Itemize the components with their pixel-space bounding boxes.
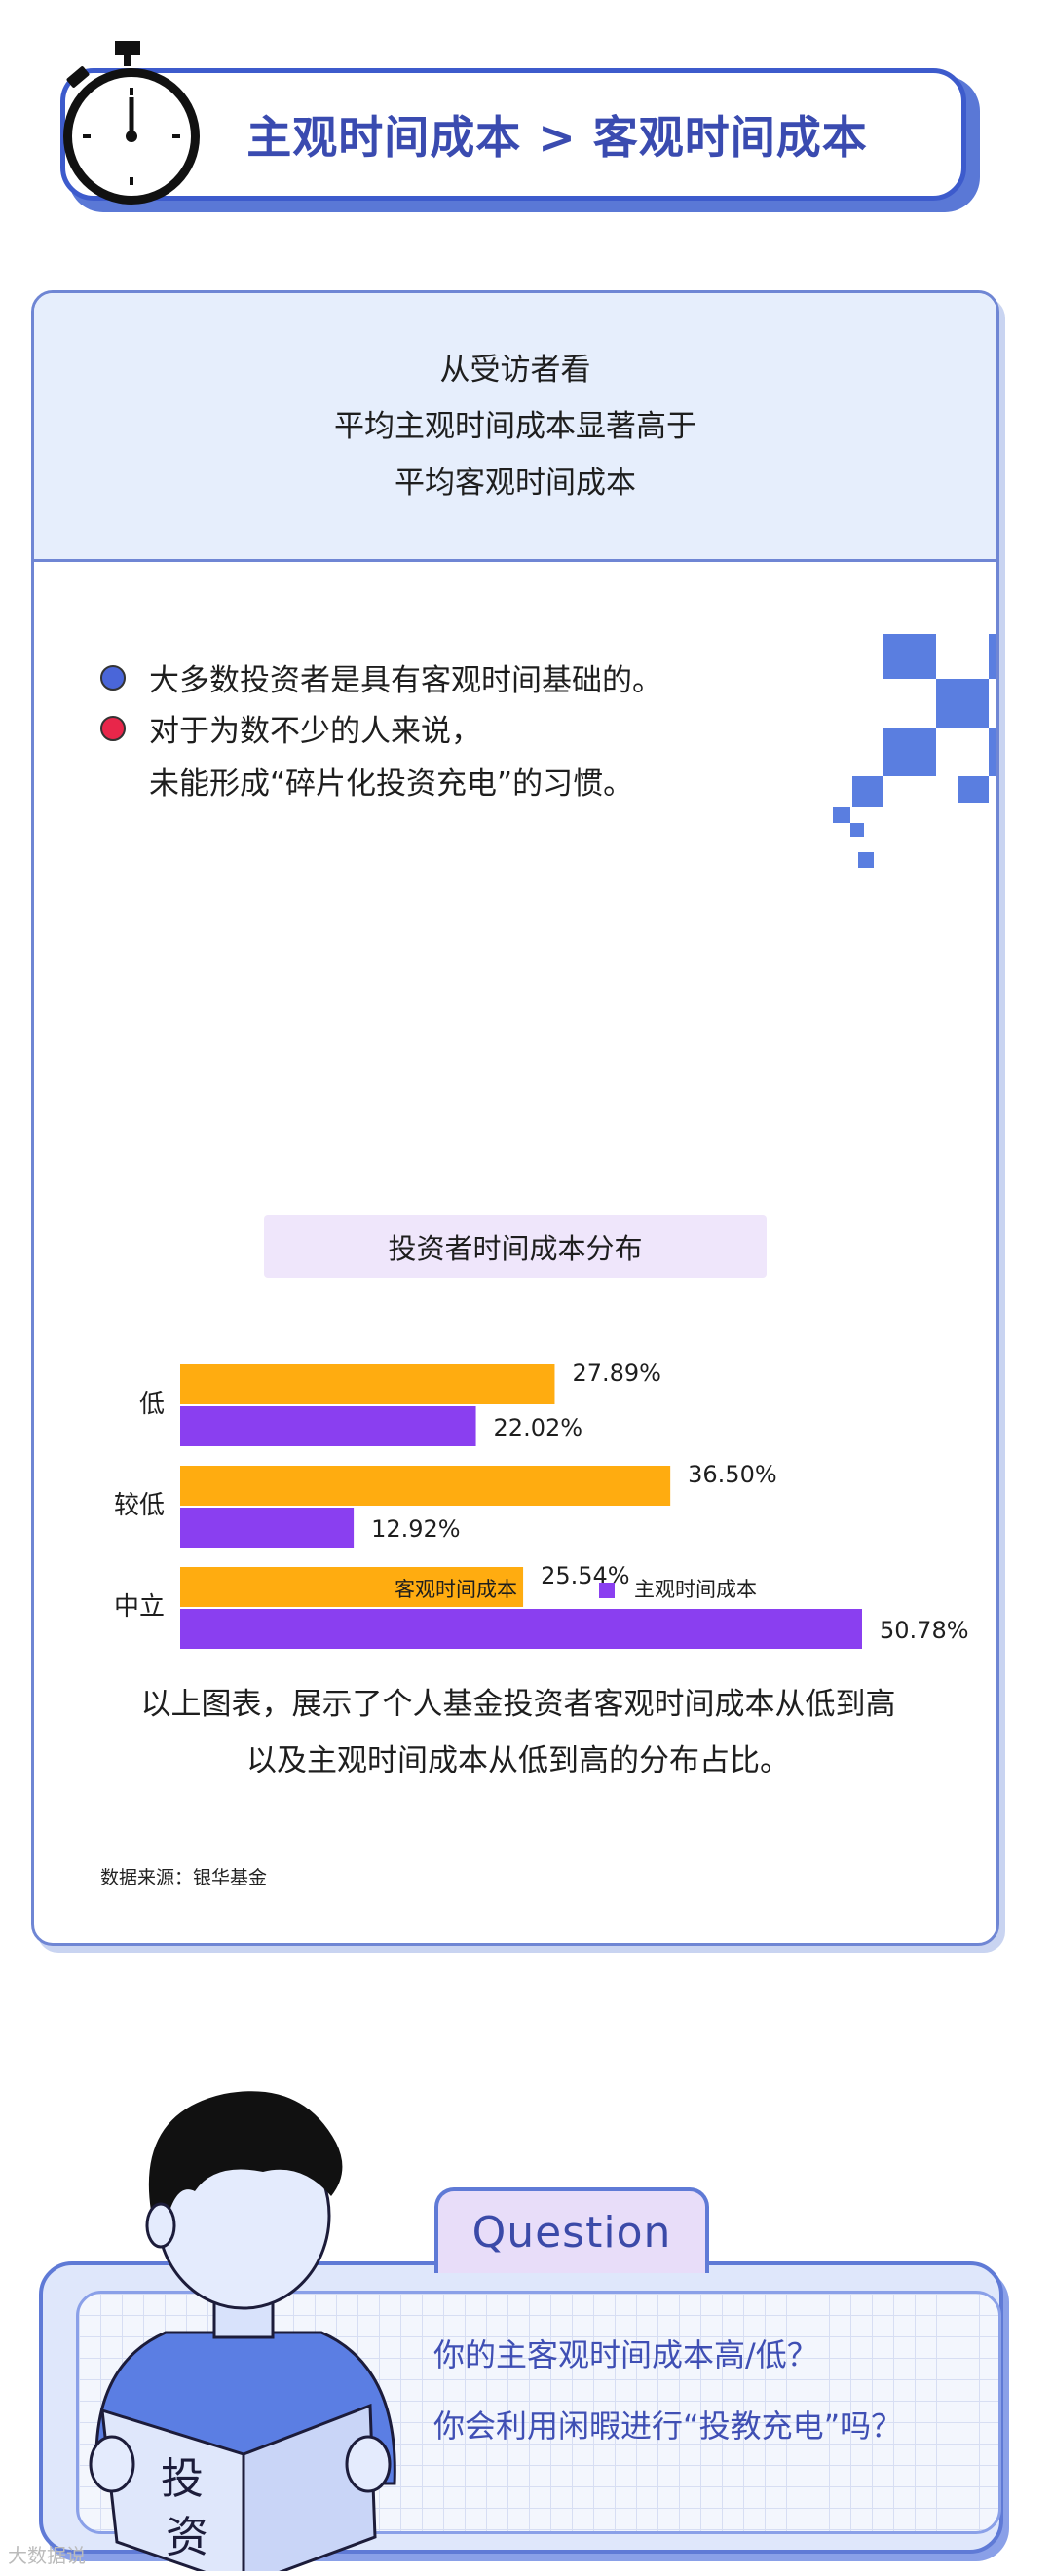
- heading-line-3: 平均客观时间成本: [394, 465, 636, 501]
- category-label: 较低: [114, 1491, 165, 1520]
- deco-square: [833, 807, 850, 823]
- deco-square: [989, 728, 996, 776]
- watermark: 大数据说: [8, 2544, 86, 2567]
- question-line-1: 你的主客观时间成本高/低？: [433, 2336, 818, 2373]
- reader-illustration: 投 资: [89, 2091, 396, 2571]
- deco-square: [852, 776, 883, 807]
- page-title: 主观时间成本 > 客观时间成本: [246, 111, 868, 164]
- info-card: 从受访者看 平均主观时间成本显著高于 平均客观时间成本 大多数投资者是具有客观时…: [31, 290, 999, 1946]
- deco-square: [883, 728, 936, 776]
- question-line-2: 你会利用闲暇进行“投教充电”吗？: [433, 2408, 903, 2445]
- bar-objective: [180, 1466, 671, 1506]
- bullet-item-1: 大多数投资者是具有客观时间基础的。: [100, 655, 662, 699]
- bullet-text-1: 大多数投资者是具有客观时间基础的。: [149, 663, 662, 698]
- heading-line-1: 从受访者看: [439, 352, 591, 388]
- question-tab: Question: [434, 2187, 709, 2273]
- data-label: 25.54%: [541, 1562, 630, 1589]
- red-dot-icon: [100, 716, 126, 741]
- deco-square: [958, 776, 989, 803]
- data-source: 数据来源：银华基金: [100, 1867, 268, 1888]
- bar-objective: [180, 1364, 555, 1404]
- book-char-1: 投: [161, 2454, 204, 2504]
- category-label: 中立: [114, 1592, 165, 1622]
- legend-label: 客观时间成本: [394, 1578, 517, 1601]
- bar-objective: [180, 1567, 524, 1607]
- bullet-text-2a: 对于为数不少的人来说，: [149, 714, 481, 749]
- summary-line-1: 以上图表，展示了个人基金投资者客观时间成本从低到高: [140, 1687, 896, 1722]
- stopwatch-icon: [63, 41, 200, 205]
- deco-square: [858, 852, 874, 868]
- legend-swatch: [359, 1583, 375, 1598]
- legend-swatch: [599, 1583, 615, 1598]
- header-banner: 主观时间成本 > 客观时间成本: [60, 68, 966, 201]
- blue-dot-icon: [100, 665, 126, 691]
- book-char-2: 资: [166, 2513, 208, 2562]
- legend-label: 主观时间成本: [634, 1578, 757, 1601]
- chart-title: 投资者时间成本分布: [264, 1215, 767, 1278]
- category-label: 低: [139, 1390, 165, 1419]
- data-label: 22.02%: [494, 1414, 583, 1441]
- data-label: 36.50%: [688, 1461, 777, 1488]
- data-label: 50.78%: [880, 1617, 969, 1644]
- data-label: 12.92%: [371, 1515, 461, 1543]
- card-heading: 从受访者看 平均主观时间成本显著高于 平均客观时间成本: [34, 293, 996, 562]
- data-label: 27.89%: [572, 1360, 661, 1387]
- bullet-text-2b: 未能形成“碎片化投资充电”的习惯。: [149, 766, 634, 802]
- deco-square: [989, 634, 996, 679]
- summary-line-2: 以及主观时间成本从低到高的分布占比。: [246, 1743, 790, 1778]
- deco-square: [883, 634, 936, 679]
- bar-chart: 低 27.89% 22.02% 较低 36.50% 12.92% 中立 25.54% 50.78…: [114, 1360, 969, 1649]
- heading-line-2: 平均主观时间成本显著高于: [334, 408, 696, 444]
- deco-square: [936, 679, 989, 728]
- bullet-item-2: 对于为数不少的人来说，: [100, 706, 481, 750]
- deco-square: [850, 823, 864, 837]
- bar-subjective: [180, 1406, 476, 1446]
- bar-subjective: [180, 1609, 862, 1649]
- bar-subjective: [180, 1508, 355, 1548]
